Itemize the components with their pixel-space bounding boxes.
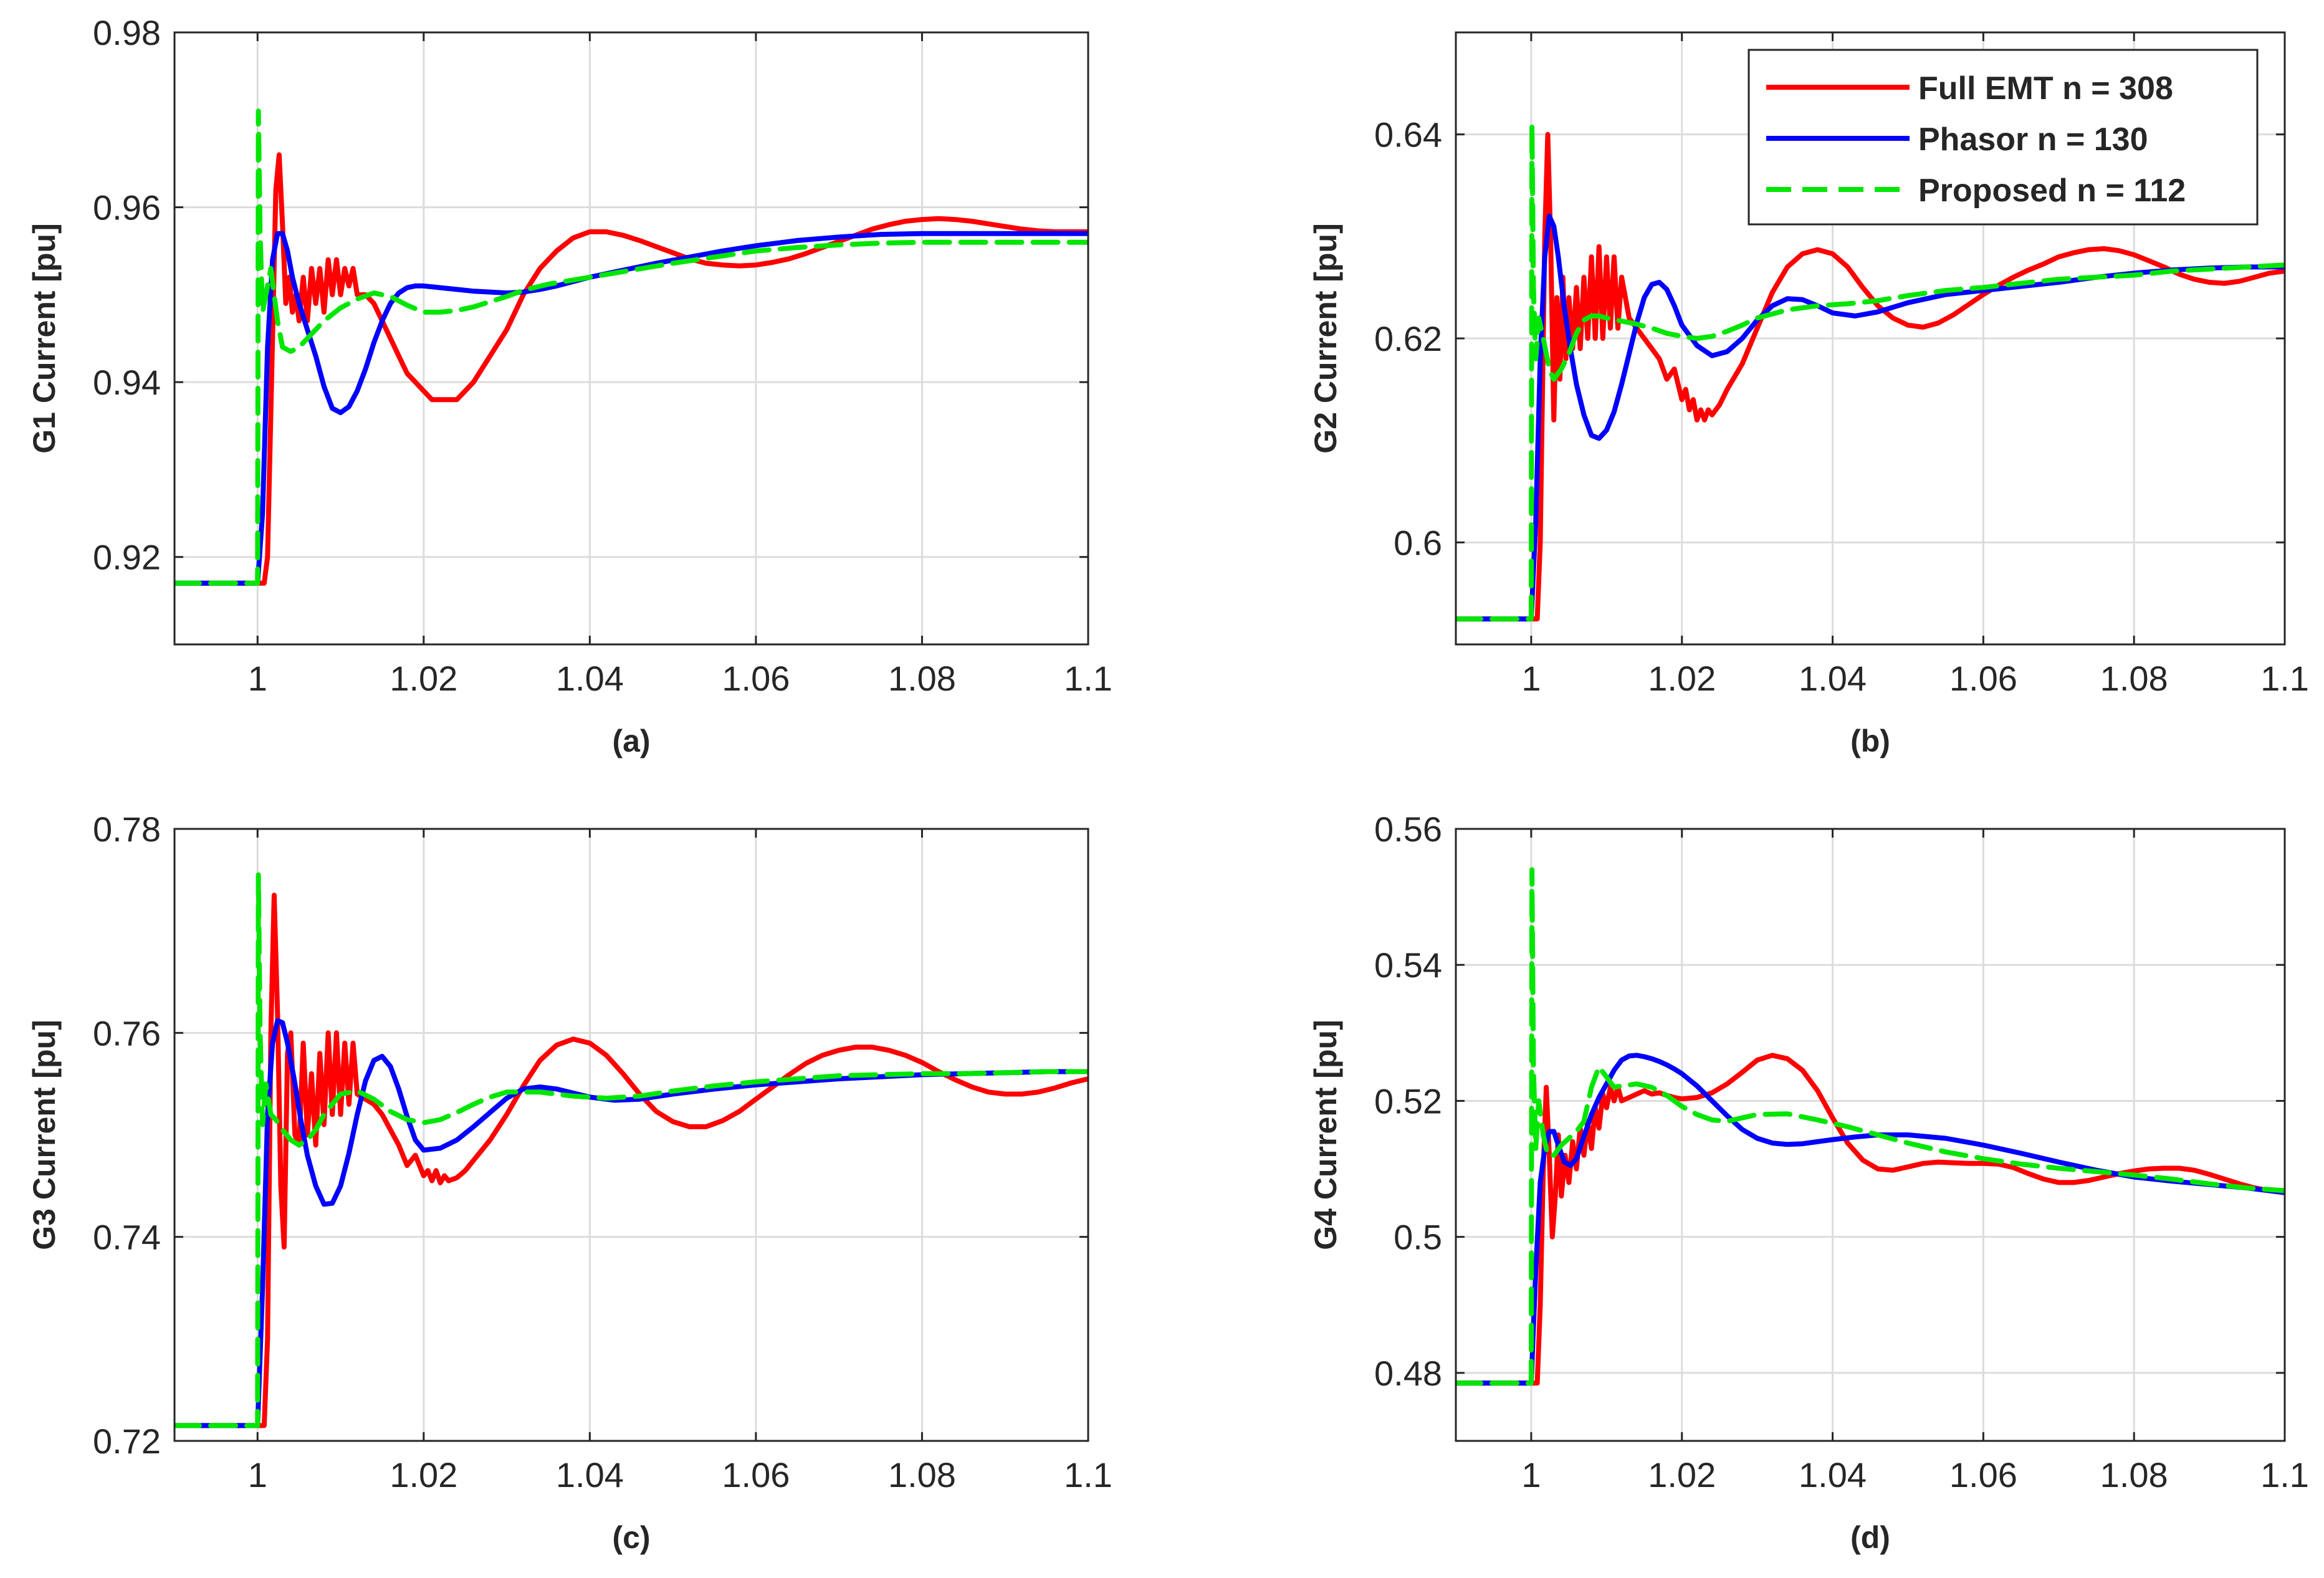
series-line-full bbox=[175, 892, 1088, 1428]
y-tick-label: 0.94 bbox=[93, 363, 161, 402]
x-tick-label: 1.06 bbox=[1949, 659, 2017, 698]
x-tick-label: 1.02 bbox=[1648, 659, 1716, 698]
series-line-phasor bbox=[1456, 1053, 2285, 1386]
panel-caption: (a) bbox=[612, 724, 650, 758]
panel-caption: (d) bbox=[1850, 1520, 1890, 1555]
legend-entry-full: Full EMT n = 308 bbox=[1918, 70, 2173, 107]
x-tick-label: 1.04 bbox=[1799, 659, 1867, 698]
x-tick-label: 1.02 bbox=[1648, 1455, 1716, 1494]
axes-frame bbox=[1455, 828, 2286, 1442]
x-tick-label: 1.08 bbox=[2100, 659, 2168, 698]
x-tick-label: 1.02 bbox=[390, 1455, 457, 1494]
x-tick-label: 1 bbox=[1521, 1455, 1541, 1494]
x-tick-label: 1.02 bbox=[390, 659, 457, 698]
x-tick-label: 1.1 bbox=[1064, 659, 1112, 698]
y-axis-label: G4 Current [pu] bbox=[1308, 1020, 1343, 1250]
y-tick-label: 0.48 bbox=[1374, 1354, 1442, 1393]
series-line-full bbox=[1456, 1053, 2285, 1386]
y-axis-label: G2 Current [pu] bbox=[1308, 223, 1343, 453]
x-tick-label: 1.04 bbox=[1799, 1455, 1867, 1494]
x-tick-label: 1.04 bbox=[556, 659, 624, 698]
x-tick-label: 1.06 bbox=[722, 659, 790, 698]
panel-caption: (b) bbox=[1850, 724, 1890, 758]
y-tick-label: 0.98 bbox=[93, 13, 161, 52]
y-tick-label: 0.52 bbox=[1374, 1081, 1442, 1121]
y-tick-label: 0.76 bbox=[93, 1013, 161, 1053]
plot-area bbox=[175, 32, 1088, 644]
y-tick-label: 0.74 bbox=[93, 1218, 161, 1257]
plot-area bbox=[175, 829, 1088, 1441]
y-tick-label: 0.72 bbox=[93, 1422, 161, 1461]
y-axis-label: G1 Current [pu] bbox=[27, 223, 62, 453]
chart-panel-3: 1 1.02 1.04 1.06 1.08 1.1 0.72 0.74 0.76 0.78 G3 C… bbox=[27, 810, 1112, 1555]
y-tick-label: 0.56 bbox=[1374, 810, 1442, 849]
legend-entry-phasor: Phasor n = 130 bbox=[1918, 122, 2148, 158]
axes-frame bbox=[173, 828, 1089, 1442]
chart-panel-4: 1 1.02 1.04 1.06 1.08 1.1 0.48 0.5 0.52 0.54 0.56 G… bbox=[1308, 810, 2309, 1555]
series-line-phasor bbox=[175, 1018, 1088, 1428]
x-tick-label: 1 bbox=[248, 659, 267, 698]
legend-entry-proposed: Proposed n = 112 bbox=[1918, 173, 2186, 209]
y-tick-label: 0.92 bbox=[93, 538, 161, 577]
legend: Full EMT n = 308 Phasor n = 130 Proposed n… bbox=[1748, 49, 2259, 226]
x-tick-label: 1.08 bbox=[888, 1455, 956, 1494]
y-tick-label: 0.62 bbox=[1374, 319, 1442, 358]
x-tick-label: 1.04 bbox=[556, 1455, 624, 1494]
series-line-full bbox=[1456, 132, 2285, 622]
series-line-proposed bbox=[175, 872, 1088, 1428]
series-line-proposed bbox=[1456, 122, 2285, 622]
y-tick-label: 0.6 bbox=[1394, 523, 1442, 562]
y-tick-label: 0.78 bbox=[93, 810, 161, 849]
x-tick-label: 1 bbox=[1521, 659, 1541, 698]
y-tick-label: 0.5 bbox=[1394, 1218, 1442, 1257]
panel-caption: (c) bbox=[612, 1520, 650, 1555]
y-tick-label: 0.54 bbox=[1374, 945, 1442, 985]
x-tick-label: 1.08 bbox=[888, 659, 956, 698]
axes-frame bbox=[173, 31, 1089, 646]
chart-panel-2: 1 1.02 1.04 1.06 1.08 1.1 0.6 0.62 0.64 G2 Curren… bbox=[1308, 31, 2309, 758]
y-tick-label: 0.64 bbox=[1374, 115, 1442, 155]
x-tick-label: 1.06 bbox=[722, 1455, 790, 1494]
series-line-proposed bbox=[175, 108, 1088, 586]
x-tick-label: 1 bbox=[248, 1455, 267, 1494]
y-tick-label: 0.96 bbox=[93, 188, 161, 227]
series-line-phasor bbox=[1456, 213, 2285, 622]
series-line-full bbox=[175, 152, 1088, 586]
y-axis-label: G3 Current [pu] bbox=[27, 1020, 62, 1250]
x-tick-label: 1.1 bbox=[1064, 1455, 1112, 1494]
chart-panel-1: 1 1.02 1.04 1.06 1.08 1.1 0.92 0.94 0.96 0.98 G1 C… bbox=[27, 13, 1112, 758]
series-line-phasor bbox=[175, 231, 1088, 586]
x-tick-label: 1.1 bbox=[2260, 1455, 2309, 1494]
x-tick-label: 1.08 bbox=[2100, 1455, 2168, 1494]
x-tick-label: 1.1 bbox=[2260, 659, 2309, 698]
x-tick-label: 1.06 bbox=[1949, 1455, 2017, 1494]
series-line-proposed bbox=[1456, 867, 2285, 1386]
